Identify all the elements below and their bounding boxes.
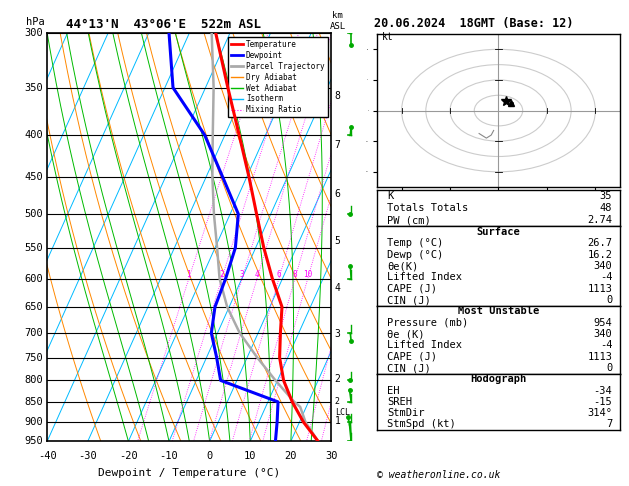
Text: 1113: 1113 — [587, 284, 612, 294]
Text: StmSpd (kt): StmSpd (kt) — [387, 419, 456, 429]
Text: -4: -4 — [600, 340, 612, 350]
Text: 550: 550 — [25, 243, 43, 253]
Text: 800: 800 — [25, 375, 43, 385]
Text: 0: 0 — [606, 363, 612, 373]
Text: 26.7: 26.7 — [587, 239, 612, 248]
Text: 4: 4 — [255, 270, 259, 278]
Text: 6: 6 — [277, 270, 281, 278]
Text: 8: 8 — [335, 91, 340, 101]
Text: 400: 400 — [25, 130, 43, 140]
Text: 2.74: 2.74 — [587, 215, 612, 226]
Text: 0: 0 — [206, 451, 213, 462]
Text: kt: kt — [382, 32, 394, 42]
Text: Totals Totals: Totals Totals — [387, 203, 469, 213]
Text: 20.06.2024  18GMT (Base: 12): 20.06.2024 18GMT (Base: 12) — [374, 17, 574, 30]
Text: 700: 700 — [25, 328, 43, 338]
Text: 35: 35 — [600, 191, 612, 201]
Text: -30: -30 — [79, 451, 97, 462]
Text: 10: 10 — [303, 270, 313, 278]
Text: Dewpoint / Temperature (°C): Dewpoint / Temperature (°C) — [98, 468, 281, 478]
Text: 1113: 1113 — [587, 352, 612, 362]
Text: 7: 7 — [335, 139, 340, 150]
Text: 5: 5 — [335, 236, 340, 246]
Text: θe(K): θe(K) — [387, 261, 418, 271]
Text: 1: 1 — [335, 417, 340, 426]
Text: 340: 340 — [594, 261, 612, 271]
Text: 950: 950 — [25, 436, 43, 446]
Legend: Temperature, Dewpoint, Parcel Trajectory, Dry Adiabat, Wet Adiabat, Isotherm, Mi: Temperature, Dewpoint, Parcel Trajectory… — [228, 37, 328, 118]
Text: 750: 750 — [25, 352, 43, 363]
Text: 8: 8 — [292, 270, 298, 278]
Text: 20: 20 — [284, 451, 297, 462]
Text: 600: 600 — [25, 274, 43, 283]
Text: 300: 300 — [25, 28, 43, 38]
Text: hPa: hPa — [26, 17, 45, 27]
Text: 500: 500 — [25, 209, 43, 219]
Text: 2: 2 — [220, 270, 224, 278]
Text: 16.2: 16.2 — [587, 250, 612, 260]
Text: 44°13'N  43°06'E  522m ASL: 44°13'N 43°06'E 522m ASL — [66, 17, 261, 31]
Text: Dewp (°C): Dewp (°C) — [387, 250, 443, 260]
Text: 2
LCL: 2 LCL — [335, 397, 350, 417]
Text: -4: -4 — [600, 272, 612, 282]
Text: Pressure (mb): Pressure (mb) — [387, 318, 469, 328]
Text: Most Unstable: Most Unstable — [458, 306, 539, 316]
Text: 954: 954 — [594, 318, 612, 328]
Text: -15: -15 — [594, 397, 612, 407]
Text: θe (K): θe (K) — [387, 329, 425, 339]
Text: 48: 48 — [600, 203, 612, 213]
Text: EH: EH — [387, 385, 399, 396]
Text: 10: 10 — [244, 451, 257, 462]
Text: -20: -20 — [119, 451, 138, 462]
Text: km
ASL: km ASL — [330, 11, 346, 31]
Text: PW (cm): PW (cm) — [387, 215, 431, 226]
Text: SREH: SREH — [387, 397, 412, 407]
Text: -40: -40 — [38, 451, 57, 462]
Text: © weatheronline.co.uk: © weatheronline.co.uk — [377, 470, 501, 480]
Text: 2: 2 — [335, 374, 340, 383]
Text: CIN (J): CIN (J) — [387, 363, 431, 373]
Text: StmDir: StmDir — [387, 408, 425, 418]
Text: Lifted Index: Lifted Index — [387, 340, 462, 350]
Text: CIN (J): CIN (J) — [387, 295, 431, 305]
Text: 0: 0 — [606, 295, 612, 305]
Text: Lifted Index: Lifted Index — [387, 272, 462, 282]
Text: CAPE (J): CAPE (J) — [387, 284, 437, 294]
Text: K: K — [387, 191, 393, 201]
Text: 4: 4 — [335, 283, 340, 293]
Text: 314°: 314° — [587, 408, 612, 418]
Text: 1: 1 — [187, 270, 191, 278]
Text: 650: 650 — [25, 302, 43, 312]
Text: CAPE (J): CAPE (J) — [387, 352, 437, 362]
Text: Surface: Surface — [477, 227, 520, 237]
Text: 30: 30 — [325, 451, 338, 462]
Text: 340: 340 — [594, 329, 612, 339]
Text: 3: 3 — [335, 329, 340, 339]
Text: 450: 450 — [25, 172, 43, 182]
Text: Hodograph: Hodograph — [470, 374, 526, 384]
Text: -34: -34 — [594, 385, 612, 396]
Text: 3: 3 — [240, 270, 245, 278]
Text: 350: 350 — [25, 83, 43, 93]
Text: 900: 900 — [25, 417, 43, 427]
Text: 6: 6 — [335, 189, 340, 199]
Text: Temp (°C): Temp (°C) — [387, 239, 443, 248]
Text: -10: -10 — [160, 451, 179, 462]
Text: 7: 7 — [606, 419, 612, 429]
Text: 850: 850 — [25, 397, 43, 407]
